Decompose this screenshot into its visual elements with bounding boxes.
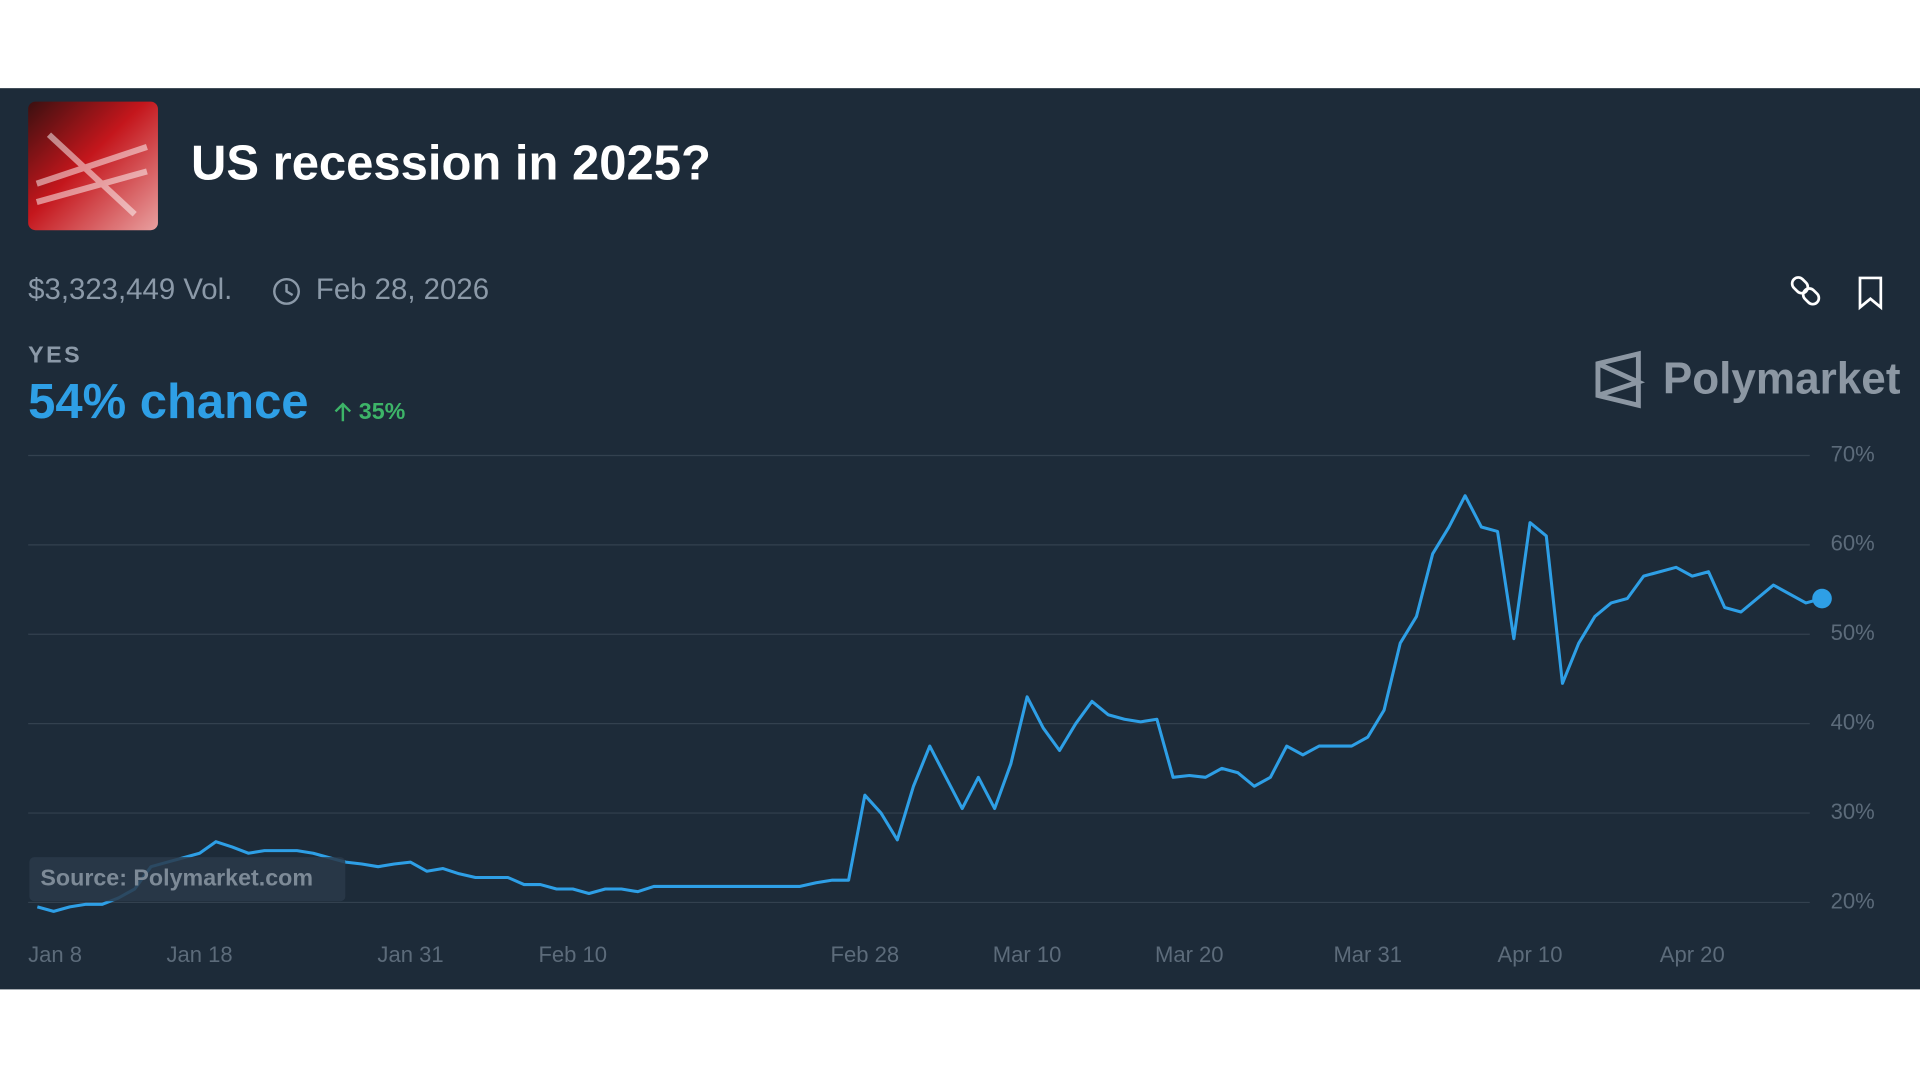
y-tick-label: 30%: [1831, 799, 1875, 824]
clock-icon: [273, 277, 300, 305]
market-image-stripes: [35, 132, 148, 217]
source-box: [29, 857, 346, 902]
up-arrow: [334, 402, 352, 422]
y-tick-label: 70%: [1831, 441, 1875, 466]
x-tick-label: Mar 20: [1155, 942, 1224, 967]
outcome-label: YES: [28, 341, 82, 367]
last-point: [1812, 588, 1832, 609]
y-tick-label: 50%: [1831, 620, 1875, 645]
volume: $3,323,449 Vol.: [28, 273, 232, 306]
x-tick-label: Feb 28: [830, 942, 899, 967]
x-tick-label: Jan 18: [167, 942, 233, 967]
x-tick-label: Feb 10: [538, 942, 607, 967]
x-tick-label: Mar 10: [993, 942, 1062, 967]
x-tick-label: Apr 20: [1660, 942, 1725, 967]
brand-logo: [1595, 350, 1646, 409]
title: US recession in 2025?: [191, 136, 711, 190]
brand: Polymarket: [1663, 355, 1901, 404]
change: 35%: [359, 398, 406, 424]
end-date: Feb 28, 2026: [316, 273, 489, 306]
link-icon[interactable]: [1790, 275, 1822, 307]
y-tick-label: 40%: [1831, 710, 1875, 735]
x-tick-label: Jan 8: [28, 942, 82, 967]
y-tick-label: 20%: [1831, 888, 1875, 913]
x-tick-label: Apr 10: [1498, 942, 1563, 967]
y-tick-label: 60%: [1831, 531, 1875, 556]
x-tick-label: Jan 31: [377, 942, 443, 967]
x-tick-label: Mar 31: [1333, 942, 1402, 967]
bookmark-icon[interactable]: [1858, 276, 1883, 311]
chance: 54% chance: [28, 375, 308, 429]
source: Source: Polymarket.com: [40, 864, 313, 890]
panel: [0, 88, 1920, 990]
